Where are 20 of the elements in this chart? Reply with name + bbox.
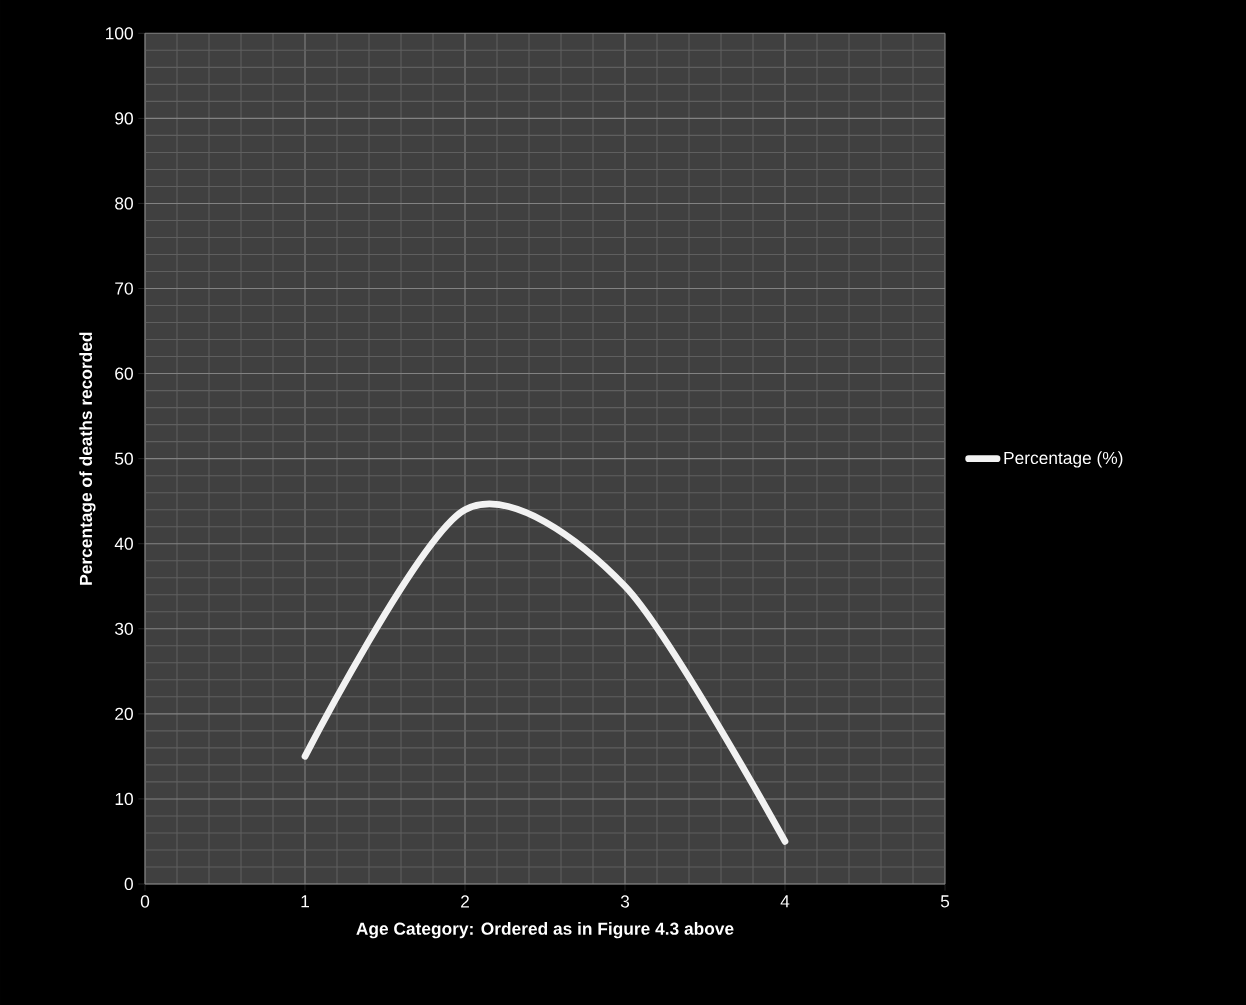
- x-tick-label: 2: [461, 895, 469, 908]
- y-tick-label: 50: [115, 452, 133, 465]
- y-tick-label: 20: [115, 707, 133, 720]
- y-tick-label: 60: [115, 367, 133, 380]
- y-tick-label: 0: [124, 877, 133, 891]
- y-tick-label: 80: [115, 197, 133, 210]
- y-tick-label: 100: [106, 27, 133, 40]
- y-tick-label: 90: [115, 112, 133, 125]
- y-axis-title: Percentage of deaths recorded: [79, 332, 96, 585]
- x-tick-label: 4: [780, 895, 790, 908]
- y-tick-label: 70: [115, 282, 133, 295]
- legend-label: Percentage (%): [1004, 451, 1123, 468]
- y-tick-label: 40: [114, 537, 133, 550]
- x-tick-label: 3: [620, 895, 630, 908]
- x-tick-label: 1: [301, 895, 309, 908]
- y-tick-label: 30: [115, 622, 133, 635]
- x-tick-label: 0: [140, 895, 150, 908]
- x-tick-label: 5: [940, 895, 950, 908]
- x-axis-title: Age Category: Ordered as in Figure 4.3 above: [356, 922, 734, 939]
- y-tick-label: 10: [115, 792, 133, 806]
